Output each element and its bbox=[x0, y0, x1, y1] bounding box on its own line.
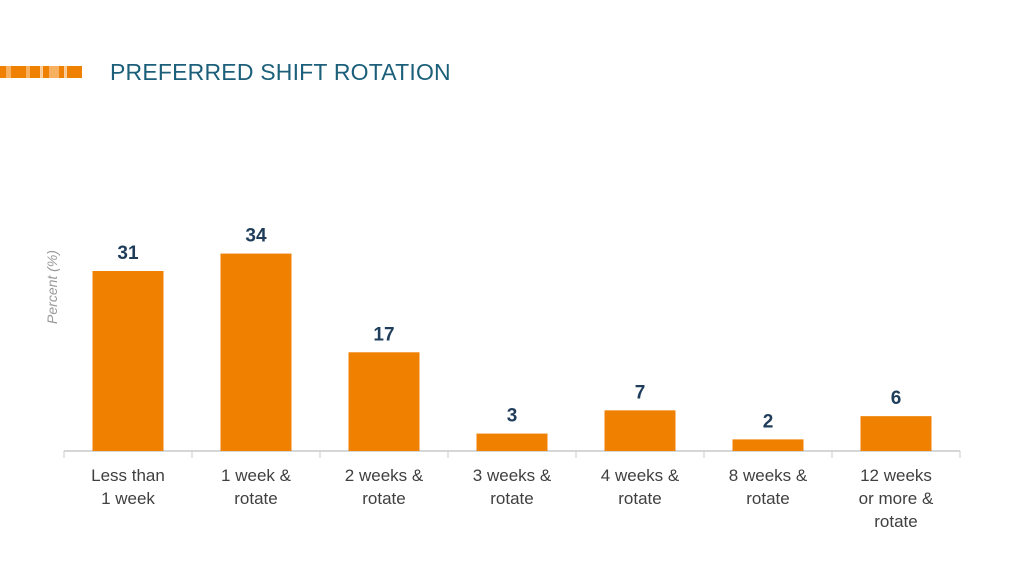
bar bbox=[92, 271, 164, 451]
x-tick-label: Less than 1 week bbox=[91, 466, 165, 508]
x-tick-label: 1 week & rotate bbox=[221, 466, 292, 508]
data-label: 6 bbox=[891, 388, 902, 409]
data-label: 7 bbox=[635, 382, 646, 403]
bar bbox=[732, 439, 804, 451]
title-accent-bar bbox=[0, 66, 82, 78]
x-tick-label: 3 weeks & rotate bbox=[473, 466, 552, 508]
page-title: PREFERRED SHIFT ROTATION bbox=[110, 59, 451, 85]
data-label: 17 bbox=[373, 324, 394, 345]
x-tick-label: 8 weeks & rotate bbox=[729, 466, 808, 508]
bar bbox=[348, 352, 420, 451]
x-tick-label: 4 weeks & rotate bbox=[601, 466, 680, 508]
data-label: 31 bbox=[117, 243, 139, 264]
x-tick-label: 12 weeks or more & rotate bbox=[859, 466, 934, 531]
data-label: 34 bbox=[245, 226, 267, 247]
data-label: 2 bbox=[763, 411, 774, 432]
bar bbox=[604, 410, 676, 451]
bar bbox=[476, 433, 548, 451]
x-tick-label: 2 weeks & rotate bbox=[345, 466, 424, 508]
bar bbox=[220, 253, 292, 451]
bar bbox=[860, 416, 932, 451]
data-label: 3 bbox=[507, 406, 518, 427]
